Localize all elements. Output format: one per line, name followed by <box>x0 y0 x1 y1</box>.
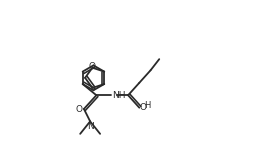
Text: N: N <box>87 122 93 131</box>
Text: NH: NH <box>112 91 125 100</box>
Text: O: O <box>140 103 147 112</box>
Text: H: H <box>144 101 150 110</box>
Text: O: O <box>75 105 83 114</box>
Text: O: O <box>89 62 96 71</box>
